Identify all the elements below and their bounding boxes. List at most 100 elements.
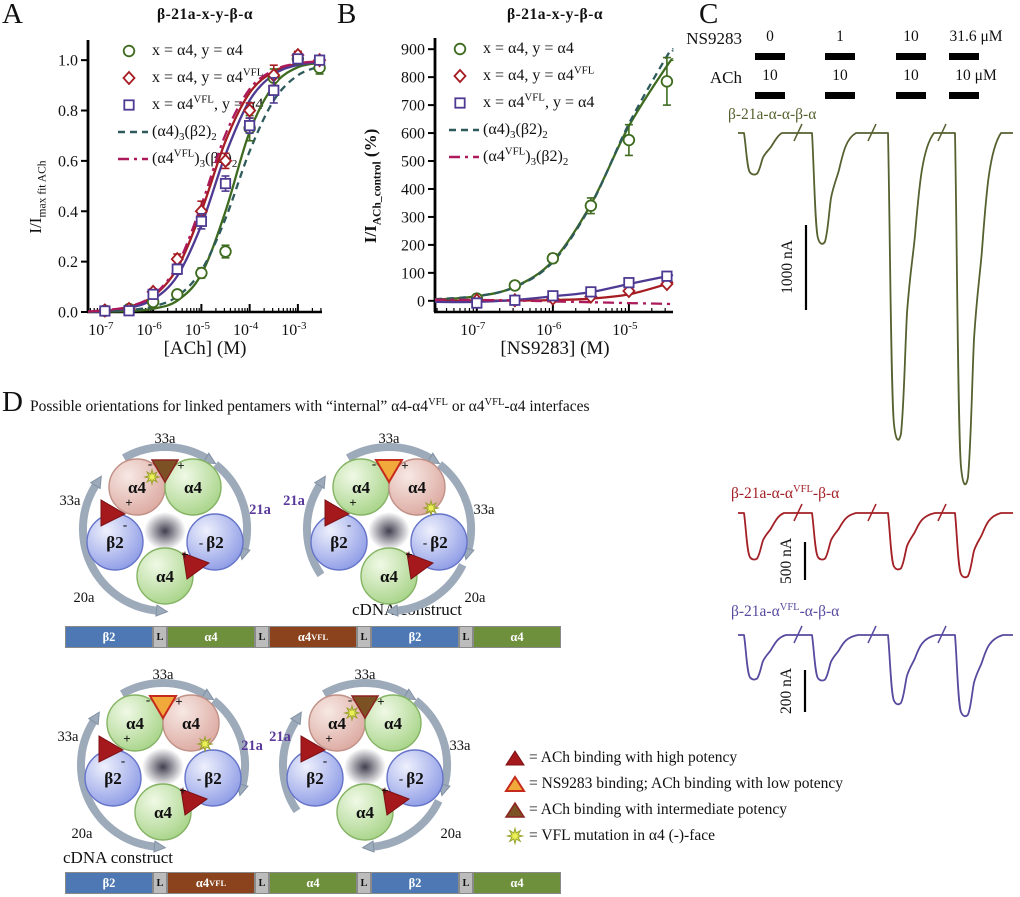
construct-segment: β2 bbox=[371, 872, 459, 894]
linker-arrow bbox=[212, 461, 252, 550]
linker-label: 33a bbox=[155, 431, 177, 447]
legend-item: x = α4, y = α4 bbox=[447, 35, 594, 62]
linker-label: 20a bbox=[72, 826, 94, 842]
binding-site-triangle-bottom bbox=[182, 552, 211, 580]
decorative: 10 bbox=[88, 322, 104, 339]
binding-site-triangle-left bbox=[98, 735, 125, 763]
legend-item-label: x = α4VFL, y = α4 bbox=[483, 91, 595, 111]
line-style-swatch bbox=[447, 121, 483, 139]
ns9283-row-label: NS9283 bbox=[686, 29, 742, 48]
subunit-green bbox=[336, 783, 394, 841]
interface-sign: + bbox=[181, 547, 188, 562]
binding-site-triangle-left bbox=[324, 499, 351, 527]
data-point-marker bbox=[661, 270, 673, 282]
trace-break-mark bbox=[937, 625, 947, 644]
data-point-marker bbox=[219, 177, 232, 190]
y-tick-label: 0.6 bbox=[58, 153, 78, 170]
trace-break-mark bbox=[793, 503, 803, 522]
construct-segment: α4 bbox=[473, 872, 561, 894]
subunit-label: β2 bbox=[106, 533, 123, 552]
legend-item-label: x = α4, y = α4 bbox=[152, 41, 243, 59]
legend-item: = ACh binding with high potency bbox=[503, 745, 843, 771]
construct-segment: α4 bbox=[167, 626, 255, 648]
interface-sign: + bbox=[123, 731, 130, 746]
linker-arrow bbox=[87, 563, 157, 615]
panel-a-label: A bbox=[2, 0, 23, 30]
binding-site-triangle-bottom bbox=[406, 552, 435, 580]
linker-label: 21a bbox=[249, 502, 272, 518]
interface-sign: + bbox=[405, 547, 412, 562]
interface-sign: - bbox=[323, 753, 327, 768]
data-point-marker bbox=[584, 199, 598, 212]
interface-sign: + bbox=[177, 458, 184, 473]
subunit-blue bbox=[186, 513, 244, 571]
interface-sign: - bbox=[146, 692, 150, 707]
interface-sign: + bbox=[179, 783, 186, 798]
subunit-label: α4 bbox=[154, 803, 172, 822]
trace-label: β-21a-αVFL-α-β-α bbox=[731, 601, 840, 620]
application-bar bbox=[825, 53, 855, 60]
interface-sign: + bbox=[325, 731, 332, 746]
data-point-marker bbox=[471, 297, 483, 309]
y-tick-label: 300 bbox=[401, 209, 425, 226]
triangle-icon bbox=[503, 748, 529, 768]
decorative: VFL bbox=[242, 66, 264, 79]
application-bar bbox=[896, 92, 926, 99]
interface-sign: + bbox=[175, 694, 182, 709]
ns9283-concentration: 31.6 μM bbox=[949, 28, 1003, 45]
decorative: VFL bbox=[193, 93, 214, 106]
x-tick-label: 10-4 bbox=[233, 320, 259, 339]
binding-site-triangle-bottom bbox=[180, 788, 209, 816]
data-point-marker bbox=[508, 279, 522, 292]
subunit-label: α4 bbox=[408, 478, 426, 497]
legend-item: x = α4, y = α4VFL bbox=[116, 64, 263, 91]
linker-label: 21a bbox=[269, 729, 292, 745]
interface-sign: - bbox=[348, 692, 352, 707]
current-trace bbox=[738, 634, 1013, 718]
panel-c-traces bbox=[738, 123, 1013, 718]
decorative bbox=[118, 157, 148, 160]
legend-item-label: x = α4, y = α4VFL bbox=[152, 66, 264, 86]
x-tick-label: 10-7 bbox=[460, 320, 486, 339]
decorative: VFL bbox=[504, 145, 526, 158]
marker-swatch bbox=[116, 69, 152, 87]
binding-site-triangle-top bbox=[350, 695, 380, 720]
application-bar bbox=[896, 53, 926, 60]
decorative: VFL bbox=[524, 91, 545, 104]
linker-label: 33a bbox=[153, 667, 175, 683]
linker-arrowhead bbox=[361, 840, 375, 853]
decorative bbox=[122, 70, 136, 85]
x-tick-label: 10-5 bbox=[185, 320, 211, 339]
legend-item: x = α4, y = α4VFL bbox=[447, 62, 594, 89]
ach-concentration: 10 μM bbox=[955, 67, 997, 84]
construct-segment: α4 VFL bbox=[269, 626, 357, 648]
decorative: 2 bbox=[211, 130, 217, 143]
data-point-marker bbox=[147, 288, 159, 300]
line-style-swatch bbox=[447, 148, 483, 166]
linker-arrowhead bbox=[153, 840, 167, 853]
data-point-marker bbox=[218, 153, 233, 169]
data-point-marker bbox=[122, 44, 136, 57]
decorative bbox=[453, 42, 467, 55]
decorative bbox=[449, 128, 479, 131]
decorative: 2 bbox=[231, 157, 238, 170]
decorative bbox=[505, 750, 525, 766]
construct-segment: β2 bbox=[65, 626, 153, 648]
trace-break-mark bbox=[867, 503, 877, 522]
current-trace bbox=[738, 132, 1013, 486]
application-bar bbox=[949, 92, 979, 99]
interface-sign: + bbox=[377, 694, 384, 709]
ach-row-label: ACh bbox=[709, 68, 742, 87]
decorative: VFL bbox=[484, 396, 505, 408]
data-point-marker bbox=[660, 75, 674, 88]
ns9283-concentration: 10 bbox=[903, 28, 919, 45]
panel-b-xaxis-title: [NS9283] (M) bbox=[500, 338, 610, 359]
panel-a-title: β-21a-x-y-β-α bbox=[156, 6, 254, 23]
subunit-green bbox=[360, 547, 418, 605]
linker-arrow bbox=[412, 697, 452, 786]
